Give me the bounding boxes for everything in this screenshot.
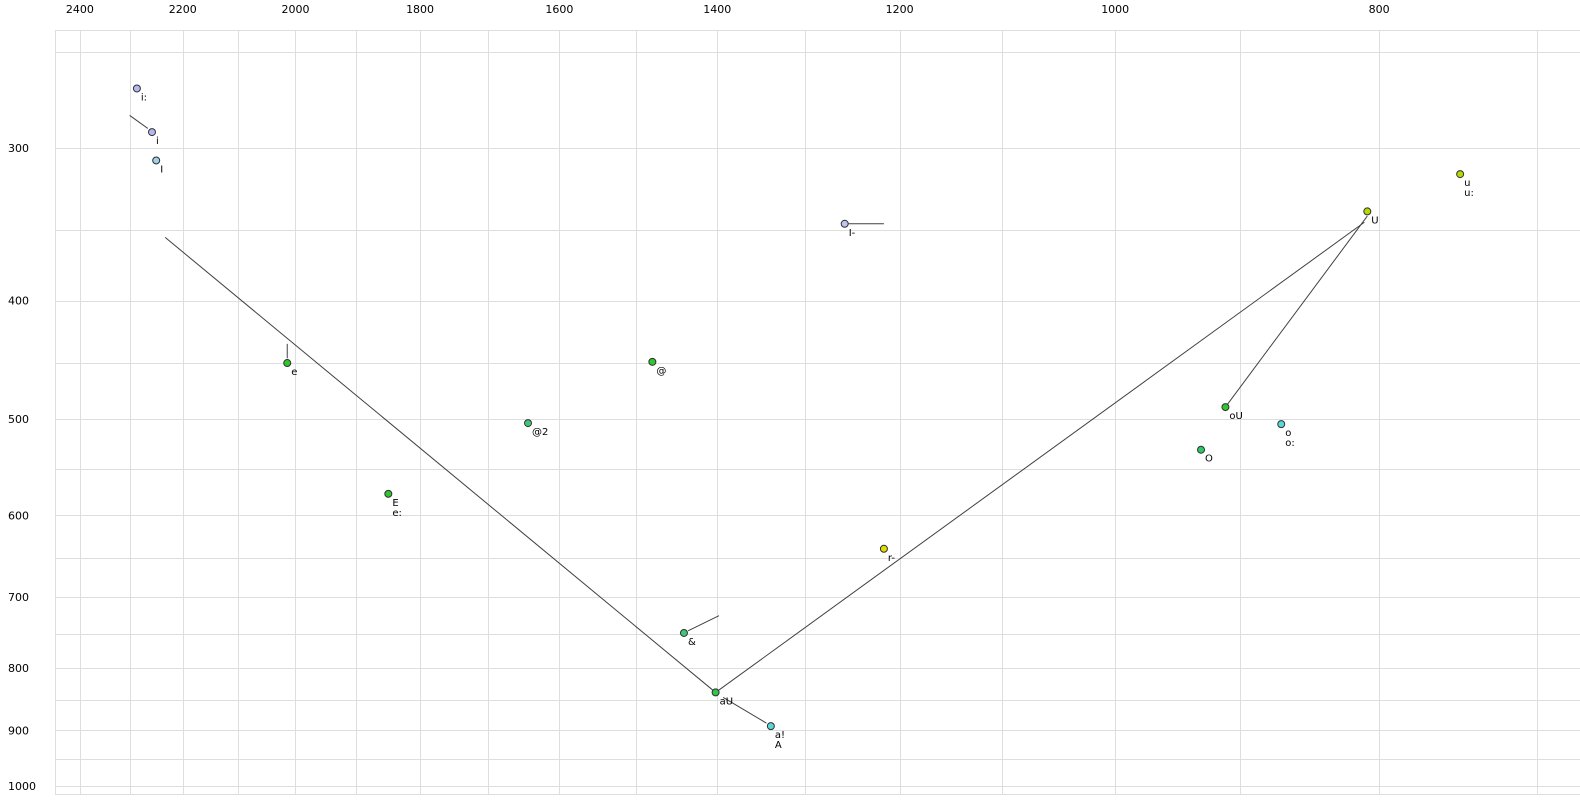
- vowel-point-label: o: [1285, 428, 1291, 439]
- vowel-point-label: E: [392, 498, 398, 509]
- vowel-point-label: I: [160, 164, 163, 175]
- vowel-point-a!: [766, 722, 775, 731]
- x-tick-label: 1200: [886, 3, 914, 16]
- x-tick-label: 1000: [1101, 3, 1129, 16]
- trajectory-lines: [129, 115, 1368, 724]
- x-tick-label: 800: [1369, 3, 1390, 16]
- y-axis-tick-labels: 300 400 500 600 700 800 900 1000: [8, 142, 36, 793]
- x-tick-label: 2400: [66, 3, 94, 16]
- vowel-point-label: e:: [392, 508, 402, 519]
- x-axis-tick-labels: 2400 2200 2000 1800 1600 1400 1200 1000 800: [66, 3, 1390, 16]
- vowel-point-U: [1363, 207, 1372, 216]
- trajectory-line: [687, 615, 720, 632]
- vowel-point-I-: [840, 219, 849, 228]
- vowel-point-label: a!: [775, 730, 785, 741]
- vowel-point-label: I-: [849, 228, 856, 239]
- vowel-point-O: [1197, 445, 1206, 454]
- trajectory-line: [1225, 215, 1368, 408]
- y-tick-label: 900: [8, 724, 29, 737]
- x-tick-label: 2200: [169, 3, 197, 16]
- x-tick-label: 1800: [406, 3, 434, 16]
- vowel-point-label: @: [656, 366, 666, 377]
- vowel-point-label: u: [1464, 178, 1470, 189]
- y-tick-label: 300: [8, 142, 29, 155]
- vowel-point-&: [679, 628, 688, 637]
- y-tick-label: 700: [8, 591, 29, 604]
- vowel-point-label: aU: [720, 696, 733, 707]
- vowel-point-oU: [1221, 403, 1230, 412]
- y-tick-label: 1000: [8, 780, 36, 793]
- y-tick-label: 400: [8, 295, 29, 308]
- vowel-point-E: [384, 489, 393, 498]
- vowel-point-e: [283, 359, 292, 368]
- vowel-point-label: U: [1371, 215, 1378, 226]
- x-tick-label: 1400: [703, 3, 731, 16]
- vowel-point-label: @2: [532, 427, 548, 438]
- y-tick-label: 800: [8, 662, 29, 675]
- vowel-point-label: e: [291, 367, 297, 378]
- trajectory-line: [164, 237, 716, 693]
- vowel-point-label: r-: [888, 553, 895, 564]
- vowel-point-@2: [524, 419, 533, 428]
- trajectory-line: [715, 221, 1365, 693]
- vowel-point-label: oU: [1229, 411, 1242, 422]
- data-points: i: i Iuu: U I-e @ @2 Ee: oU oo: Or- & aU a!A: [132, 84, 1474, 751]
- x-tick-label: 1600: [545, 3, 573, 16]
- x-tick-label: 2000: [281, 3, 309, 16]
- vowel-point-aU: [711, 688, 720, 697]
- trajectory-line: [722, 697, 767, 724]
- vowel-point-I: [152, 156, 161, 165]
- vowel-point-label: &: [688, 637, 696, 648]
- y-tick-label: 500: [8, 413, 29, 426]
- trajectory-line: [129, 115, 149, 129]
- vowel-point-label: o:: [1285, 438, 1295, 449]
- vowel-point-label: i:: [141, 92, 147, 103]
- vowel-point-label: A: [775, 740, 782, 751]
- y-tick-label: 600: [8, 509, 29, 522]
- vowel-point-label: O: [1205, 454, 1213, 465]
- vowel-point-u: [1456, 170, 1465, 179]
- vowel-point-i:: [132, 84, 141, 93]
- vowel-point-@: [648, 357, 657, 366]
- vowel-point-label: u:: [1464, 188, 1474, 199]
- grid: [55, 30, 1580, 795]
- vowel-point-label: i: [156, 136, 159, 147]
- vowel-point-o: [1277, 420, 1286, 429]
- vowel-point-i: [147, 128, 156, 137]
- vowel-point-r-: [879, 544, 888, 553]
